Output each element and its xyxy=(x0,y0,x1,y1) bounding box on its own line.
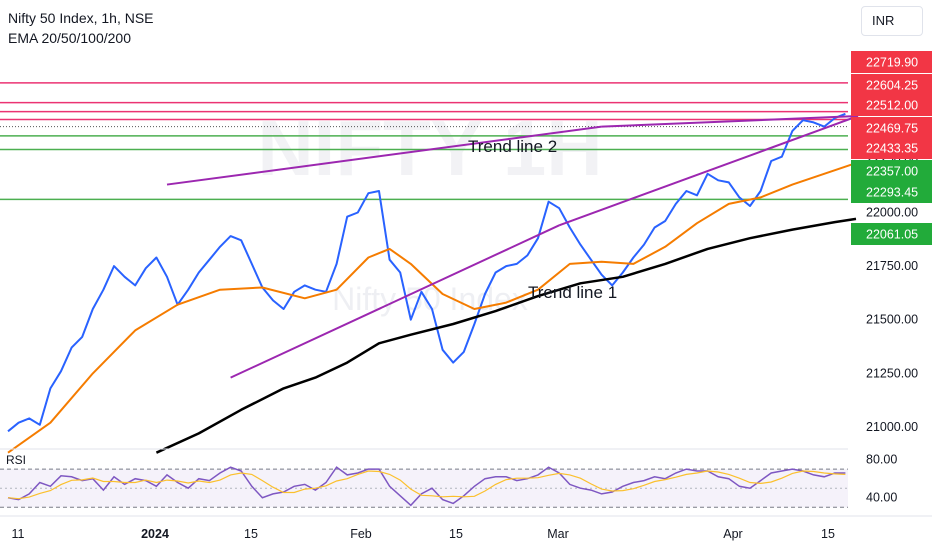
price-level-label: 22293.45 xyxy=(866,186,918,200)
y-tick-label: 21250.00 xyxy=(866,366,918,380)
chart-header: Nifty 50 Index, 1h, NSE EMA 20/50/100/20… xyxy=(8,8,154,48)
x-tick-label: 15 xyxy=(449,527,463,541)
price-level-label: 22719.90 xyxy=(866,56,918,70)
trend-line-2 xyxy=(230,224,560,379)
trend-line-1 xyxy=(166,125,602,186)
rsi-signal-line xyxy=(7,470,846,500)
price-series xyxy=(7,112,857,454)
trend-line-2-label: Trend line 2 xyxy=(468,137,557,156)
x-tick-label: 15 xyxy=(244,527,258,541)
x-tick-label: 2024 xyxy=(141,527,169,541)
y-tick-label: 21750.00 xyxy=(866,259,918,273)
trend-line-1-label: Trend line 1 xyxy=(528,283,617,302)
price-level-tag xyxy=(851,223,932,245)
price-level-tag xyxy=(851,160,932,182)
rsi-pane: RSI xyxy=(0,448,848,508)
currency-selector[interactable]: INR xyxy=(861,6,923,36)
rsi-tick-label: 80.00 xyxy=(866,453,897,467)
indicator-label[interactable]: EMA 20/50/100/200 xyxy=(8,30,131,46)
price-level-tag xyxy=(851,137,932,159)
time-axis[interactable]: 11 2024 15 Feb 15 Mar Apr 15 xyxy=(0,515,932,541)
watermark: NIFTY 1H Nifty 50 Index xyxy=(257,104,602,317)
price-level-tag xyxy=(851,94,932,116)
price-level-label: 22604.25 xyxy=(866,79,918,93)
x-tick-label: Apr xyxy=(723,527,742,541)
watermark-symbol: NIFTY 1H xyxy=(257,104,602,192)
x-tick-label: 11 xyxy=(12,527,25,541)
x-tick-label: Feb xyxy=(350,527,372,541)
price-level-tag xyxy=(851,117,932,139)
trend-line-3 xyxy=(558,115,859,227)
trend-line-2-extension xyxy=(601,115,859,128)
x-tick-label: Mar xyxy=(547,527,569,541)
y-tick-label: 21500.00 xyxy=(866,313,918,327)
price-level-label: 22512.00 xyxy=(866,99,918,113)
price-level-label: 22357.00 xyxy=(866,165,918,179)
price-level-tag xyxy=(851,74,932,96)
price-level-label: 22061.05 xyxy=(866,228,918,242)
horizontal-levels xyxy=(0,82,848,201)
series-ema_fast xyxy=(7,162,857,454)
price-level-tag xyxy=(851,51,932,73)
x-tick-label: 15 xyxy=(821,527,835,541)
y-tick-label: 21000.00 xyxy=(866,420,918,434)
price-level-label: 22469.75 xyxy=(866,122,918,136)
price-level-tag xyxy=(851,181,932,203)
rsi-label: RSI xyxy=(6,453,26,467)
price-axis[interactable]: 21000.00 21250.00 21500.00 21750.00 22000.00… xyxy=(851,51,932,505)
watermark-name: Nifty 50 Index xyxy=(332,281,528,317)
series-ema_slow xyxy=(155,217,857,454)
chart-title: Nifty 50 Index, 1h, NSE xyxy=(8,10,154,26)
trend-lines: Trend line 2 Trend line 1 xyxy=(166,115,859,379)
price-level-label: 22433.35 xyxy=(866,142,918,156)
y-tick-label: 22000.00 xyxy=(866,205,918,219)
rsi-tick-label: 40.00 xyxy=(866,491,897,505)
series-price xyxy=(7,112,846,433)
